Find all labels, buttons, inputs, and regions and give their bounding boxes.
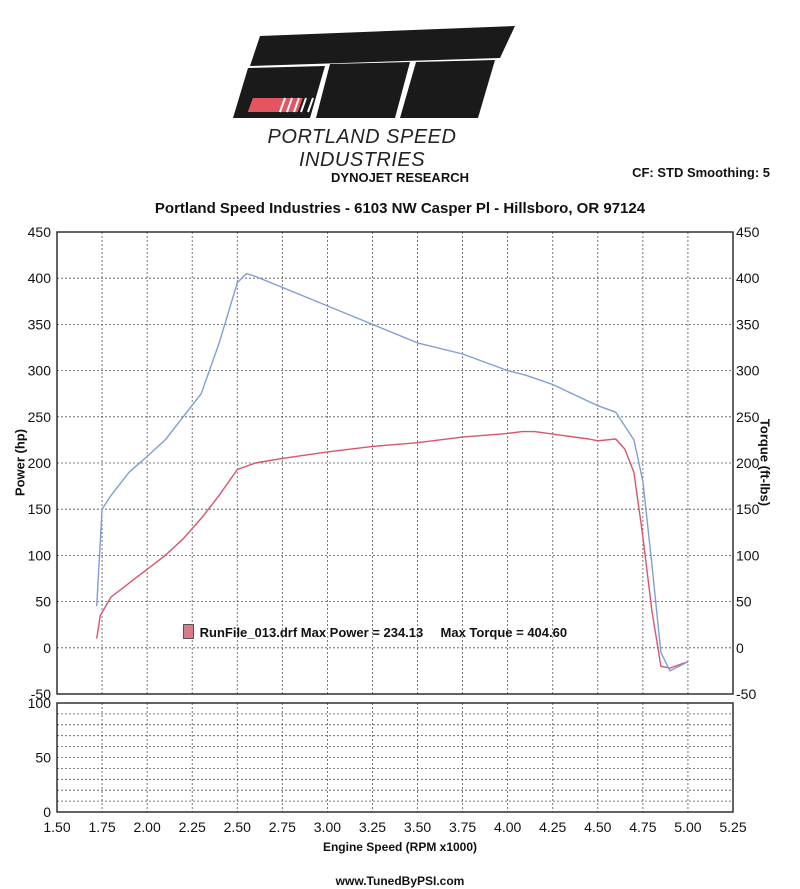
x-tick-label: 3.00 [314, 819, 341, 835]
psi-logo-graphic [233, 26, 515, 118]
y-tick-label-left: 400 [28, 270, 52, 286]
x-tick-label: 4.75 [629, 819, 656, 835]
legend-entry: RunFile_013.drf Max Power = 234.13 [199, 625, 424, 640]
legend-swatch [183, 624, 194, 639]
footer-url: www.TunedByPSI.com [335, 874, 465, 888]
legend-max-torque: Max Torque = 404.60 [440, 625, 568, 640]
aux-y-tick-label: 0 [43, 804, 51, 820]
y-tick-label-right: -50 [736, 686, 756, 702]
main-grid [56, 231, 734, 695]
aux-grid [56, 702, 734, 813]
x-tick-label: 4.50 [584, 819, 611, 835]
series-line-power [96, 430, 689, 669]
y-tick-label-right: 300 [736, 363, 760, 379]
dyno-title: DYNOJET RESEARCH [331, 170, 469, 185]
series-layer [96, 272, 689, 672]
y-tick-label-right: 150 [736, 501, 760, 517]
y-tick-label-left: 100 [28, 547, 52, 563]
y-tick-label-left: -50 [31, 686, 51, 702]
x-axis-title: Engine Speed (RPM x1000) [322, 840, 478, 854]
aux-y-tick-label: 50 [35, 750, 51, 766]
y-axis-title-right: Torque (ft-lbs) [757, 418, 773, 507]
x-tick-label: 5.25 [719, 819, 746, 835]
y-axis-title-left: Power (hp) [12, 428, 28, 497]
y-tick-label-left: 450 [28, 224, 52, 240]
y-tick-label-right: 450 [736, 224, 760, 240]
y-tick-label-right: 50 [736, 594, 752, 610]
x-tick-label: 5.00 [674, 819, 701, 835]
x-tick-label: 1.50 [43, 819, 70, 835]
y-tick-label-right: 400 [736, 270, 760, 286]
aux-plot-frame [56, 702, 734, 813]
y-tick-label-left: 350 [28, 316, 52, 332]
y-tick-label-left: 0 [43, 640, 51, 656]
legend: RunFile_013.drf Max Power = 234.13 Max T… [183, 624, 567, 640]
y-tick-label-left: 150 [28, 501, 52, 517]
x-tick-label: 3.25 [359, 819, 386, 835]
psi-logo [230, 18, 530, 128]
x-tick-label: 3.75 [449, 819, 476, 835]
x-tick-label: 2.50 [224, 819, 251, 835]
settings-label: CF: STD Smoothing: 5 [632, 165, 770, 180]
y-tick-label-left: 250 [28, 409, 52, 425]
address-line: Portland Speed Industries - 6103 NW Casp… [154, 200, 646, 217]
x-tick-label: 1.75 [88, 819, 115, 835]
aux-y-tick-label: 100 [28, 695, 52, 711]
y-tick-label-right: 350 [736, 316, 760, 332]
x-tick-label: 2.25 [179, 819, 206, 835]
y-tick-label-right: 200 [736, 455, 760, 471]
series-line-torque [96, 272, 689, 672]
y-tick-label-left: 200 [28, 455, 52, 471]
plot-frame [56, 231, 734, 695]
x-tick-label: 2.00 [134, 819, 161, 835]
tick-layer: -50 -50 0 0 50 50 100 100 150 150 200 200 250 250 300 3… [28, 224, 760, 835]
y-tick-label-left: 300 [28, 363, 52, 379]
y-tick-label-right: 250 [736, 409, 760, 425]
x-tick-label: 4.25 [539, 819, 566, 835]
y-tick-label-right: 0 [736, 640, 744, 656]
x-tick-label: 2.75 [269, 819, 296, 835]
y-tick-label-right: 100 [736, 547, 760, 563]
y-tick-label-left: 50 [35, 594, 51, 610]
x-tick-label: 3.50 [404, 819, 431, 835]
company-tagline: PORTLAND SPEED INDUSTRIES [267, 126, 457, 171]
x-tick-label: 4.00 [494, 819, 521, 835]
